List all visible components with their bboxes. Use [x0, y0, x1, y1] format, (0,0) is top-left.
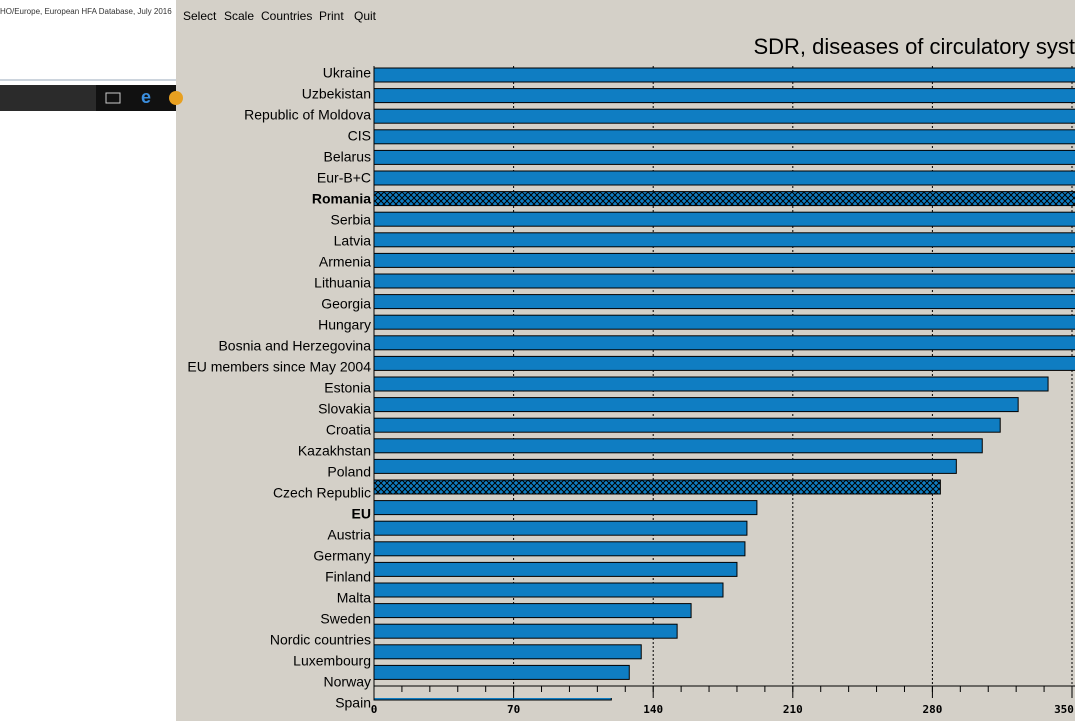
category-label: Serbia	[331, 212, 372, 228]
x-tick-label: 210	[783, 703, 803, 716]
category-label: Ukraine	[323, 65, 371, 81]
bar	[373, 294, 1075, 310]
bar	[373, 355, 1075, 371]
chart-title: SDR, diseases of circulatory syst	[753, 34, 1075, 59]
bar	[373, 520, 748, 536]
category-label: Estonia	[324, 380, 371, 396]
category-label: Bosnia and Herzegovina	[218, 338, 371, 354]
category-label: Hungary	[318, 317, 371, 333]
bar	[373, 273, 1075, 289]
x-tick-label: 350	[1054, 703, 1074, 716]
category-label: Poland	[327, 464, 371, 480]
bar	[373, 376, 1049, 392]
category-label: EU members since May 2004	[187, 359, 371, 375]
x-tick-label: 280	[922, 703, 942, 716]
bar	[373, 397, 1019, 413]
taskbar-icons	[96, 85, 176, 111]
bar	[373, 623, 678, 639]
bar	[373, 603, 692, 619]
category-label: Sweden	[320, 611, 371, 627]
bar	[373, 335, 1075, 351]
category-label: Czech Republic	[273, 485, 371, 501]
menu-item[interactable]: Print	[319, 9, 344, 23]
menu-item[interactable]: Select	[183, 9, 217, 23]
category-label: CIS	[348, 128, 371, 144]
category-label: Belarus	[324, 149, 371, 165]
bar	[373, 108, 1075, 124]
x-tick-label: 70	[507, 703, 520, 716]
category-label: Kazakhstan	[298, 443, 371, 459]
category-label: Georgia	[321, 296, 371, 312]
category-label: Nordic countries	[270, 632, 371, 648]
header-panel	[0, 0, 176, 80]
bar	[373, 561, 738, 577]
menu-item[interactable]: Countries	[261, 9, 312, 23]
axis-band	[374, 686, 1075, 698]
bar	[373, 170, 1075, 186]
menu-item[interactable]: Scale	[224, 9, 254, 23]
bar	[373, 232, 1075, 248]
category-label: Armenia	[319, 254, 371, 270]
category-label: Croatia	[326, 422, 371, 438]
bar	[373, 149, 1075, 165]
source-note: HO/Europe, European HFA Database, July 2…	[0, 7, 172, 16]
category-label: Luxembourg	[293, 653, 371, 669]
bar	[373, 314, 1075, 330]
bar	[373, 500, 758, 516]
bar	[373, 664, 630, 680]
category-label: EU	[352, 506, 371, 522]
bar	[373, 582, 724, 598]
bar	[373, 252, 1075, 268]
bar	[373, 88, 1075, 104]
x-tick-label: 140	[643, 703, 663, 716]
menu-item[interactable]: Quit	[354, 9, 377, 23]
bar	[373, 211, 1075, 227]
bar	[373, 541, 746, 557]
x-tick-label: 0	[371, 703, 378, 716]
icon	[105, 92, 121, 104]
category-label: Latvia	[334, 233, 372, 249]
category-label: Romania	[312, 191, 371, 207]
category-label: Malta	[337, 590, 371, 606]
bar	[373, 191, 1075, 207]
edge-icon: e	[141, 87, 151, 107]
category-label: Spain	[335, 695, 371, 711]
category-label: Germany	[313, 548, 371, 564]
category-label: Finland	[325, 569, 371, 585]
category-label: Austria	[327, 527, 371, 543]
category-label: Uzbekistan	[302, 86, 371, 102]
category-label: Slovakia	[318, 401, 371, 417]
bar	[373, 644, 642, 660]
category-label: Eur-B+C	[317, 170, 371, 186]
bar	[373, 67, 1075, 83]
bar	[373, 417, 1001, 433]
bar	[373, 458, 957, 474]
category-label: Lithuania	[314, 275, 371, 291]
bar	[373, 129, 1075, 145]
category-label: Norway	[324, 674, 371, 690]
bar	[373, 479, 941, 495]
bar	[373, 438, 983, 454]
icon	[169, 91, 183, 105]
category-label: Republic of Moldova	[244, 107, 371, 123]
